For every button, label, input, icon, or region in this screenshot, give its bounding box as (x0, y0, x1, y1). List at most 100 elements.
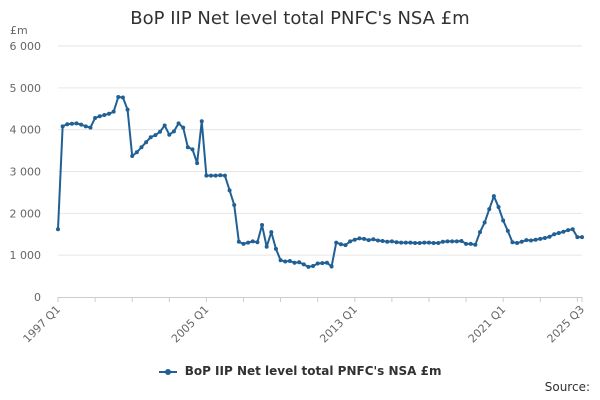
data-point[interactable] (264, 244, 269, 249)
data-point[interactable] (454, 239, 459, 244)
data-point[interactable] (440, 239, 445, 244)
data-point[interactable] (65, 122, 70, 127)
data-point[interactable] (250, 239, 255, 244)
data-point[interactable] (343, 243, 348, 248)
data-point[interactable] (139, 145, 144, 150)
data-point[interactable] (556, 231, 561, 235)
data-point[interactable] (232, 202, 237, 207)
data-point[interactable] (459, 238, 464, 243)
data-point[interactable] (218, 173, 223, 178)
data-point[interactable] (102, 113, 107, 118)
data-point[interactable] (580, 235, 584, 240)
data-point[interactable] (69, 121, 74, 126)
data-point[interactable] (477, 230, 482, 235)
data-point[interactable] (56, 227, 60, 232)
data-point[interactable] (260, 223, 265, 228)
data-point[interactable] (273, 246, 278, 251)
data-point[interactable] (431, 241, 436, 246)
data-point[interactable] (83, 124, 88, 129)
data-point[interactable] (306, 264, 311, 269)
data-point[interactable] (399, 240, 404, 245)
data-point[interactable] (491, 194, 496, 199)
data-point[interactable] (311, 264, 316, 269)
data-point[interactable] (371, 237, 376, 242)
data-point[interactable] (213, 173, 218, 178)
data-point[interactable] (570, 227, 575, 232)
data-point[interactable] (227, 188, 232, 193)
data-point[interactable] (561, 229, 566, 234)
data-point[interactable] (533, 237, 538, 242)
data-point[interactable] (79, 122, 84, 127)
data-point[interactable] (278, 258, 283, 263)
data-point[interactable] (148, 135, 153, 140)
data-point[interactable] (366, 238, 371, 243)
data-point[interactable] (538, 236, 543, 241)
data-point[interactable] (413, 241, 418, 246)
data-point[interactable] (552, 232, 557, 237)
data-point[interactable] (334, 240, 339, 245)
data-point[interactable] (436, 241, 441, 246)
data-point[interactable] (134, 150, 139, 155)
data-point[interactable] (542, 236, 547, 241)
data-point[interactable] (74, 121, 79, 126)
data-point[interactable] (255, 240, 260, 245)
data-point[interactable] (116, 95, 121, 100)
data-point[interactable] (324, 260, 329, 265)
data-point[interactable] (292, 260, 297, 265)
data-point[interactable] (487, 207, 492, 212)
data-point[interactable] (120, 95, 125, 100)
data-point[interactable] (209, 173, 214, 178)
data-point[interactable] (515, 241, 520, 246)
data-point[interactable] (199, 119, 204, 124)
data-point[interactable] (93, 115, 98, 120)
data-point[interactable] (181, 125, 186, 130)
data-point[interactable] (185, 145, 190, 150)
data-point[interactable] (357, 236, 362, 241)
data-point[interactable] (144, 140, 149, 145)
data-point[interactable] (329, 264, 334, 269)
data-point[interactable] (111, 109, 116, 114)
data-point[interactable] (301, 262, 306, 267)
data-point[interactable] (158, 129, 163, 134)
data-point[interactable] (464, 241, 469, 246)
data-point[interactable] (519, 239, 524, 244)
data-point[interactable] (510, 240, 515, 245)
legend[interactable]: BoP IIP Net level total PNFC's NSA £m (0, 364, 600, 378)
data-point[interactable] (236, 239, 241, 244)
data-point[interactable] (501, 218, 506, 223)
data-point[interactable] (426, 240, 431, 245)
data-point[interactable] (130, 154, 135, 159)
data-point[interactable] (222, 173, 227, 178)
data-point[interactable] (403, 240, 408, 245)
data-point[interactable] (287, 259, 292, 264)
data-point[interactable] (190, 147, 195, 152)
data-point[interactable] (162, 123, 167, 128)
data-point[interactable] (125, 107, 130, 112)
data-point[interactable] (176, 121, 181, 126)
data-point[interactable] (394, 240, 399, 245)
data-point[interactable] (482, 220, 487, 225)
data-point[interactable] (468, 241, 473, 246)
data-point[interactable] (241, 241, 246, 246)
data-point[interactable] (422, 240, 427, 245)
data-point[interactable] (496, 205, 501, 210)
data-point[interactable] (269, 230, 274, 235)
data-point[interactable] (88, 125, 93, 130)
data-point[interactable] (450, 239, 455, 244)
data-point[interactable] (505, 228, 510, 233)
data-point[interactable] (195, 161, 200, 166)
data-point[interactable] (524, 238, 529, 243)
data-point[interactable] (385, 239, 390, 244)
data-point[interactable] (338, 242, 343, 247)
data-point[interactable] (283, 259, 288, 264)
data-point[interactable] (246, 240, 251, 245)
data-point[interactable] (473, 242, 478, 247)
data-point[interactable] (417, 241, 422, 246)
data-point[interactable] (566, 228, 571, 233)
data-point[interactable] (408, 240, 413, 245)
data-point[interactable] (547, 234, 552, 239)
data-point[interactable] (204, 173, 209, 178)
data-point[interactable] (297, 260, 302, 265)
data-point[interactable] (352, 237, 357, 242)
data-point[interactable] (445, 239, 450, 244)
